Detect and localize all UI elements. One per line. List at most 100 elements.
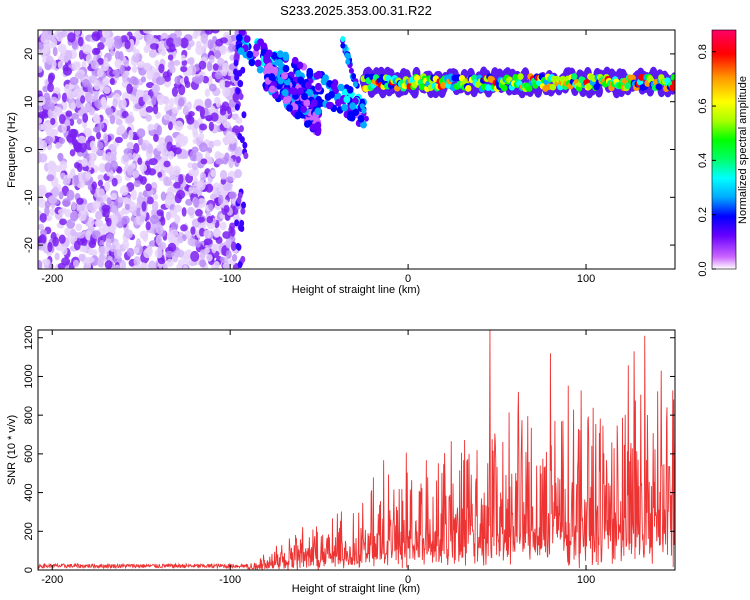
noise-blob [187,162,194,169]
noise-blob [208,121,214,132]
noise-blob [177,97,185,107]
noise-blob [195,45,205,56]
noise-blob [38,65,43,73]
spike-blob [340,35,346,42]
line-core [570,73,578,80]
noise-blob [193,30,200,37]
noise-blob [54,252,60,261]
noise-blob [66,189,75,201]
spike-blob [340,42,346,49]
noise-blob [128,129,134,141]
noise-blob [188,186,194,194]
noise-blob [148,123,155,131]
arc-blob [314,82,322,91]
noise-blob [212,139,222,147]
noise-blob [99,36,106,43]
noise-edge-blob [233,59,239,67]
noise-blob [111,177,118,187]
arc-blob [324,93,332,101]
noise-edge-blob [240,207,246,215]
noise-blob [168,168,174,176]
noise-blob [64,119,71,126]
noise-blob [96,131,101,140]
noise-blob [94,219,100,227]
noise-blob [45,55,54,65]
arc-blob [349,102,357,110]
noise-blob [126,141,134,150]
noise-blob [229,222,236,230]
noise-blob [193,176,198,187]
noise-blob [76,202,85,213]
noise-blob [155,234,162,246]
noise-blob [157,159,166,170]
spike-blob [361,107,367,114]
noise-blob [150,208,158,216]
noise-blob [92,200,101,210]
noise-edge-blob [239,224,245,232]
noise-blob [131,65,138,74]
noise-blob [106,217,112,227]
noise-blob [157,171,163,178]
arc-blob [301,92,308,101]
noise-blob [45,126,54,137]
arc-blob [281,72,289,80]
noise-blob [156,209,164,217]
arc-blob [343,95,351,104]
spectrogram-y-ticks: -20 -10 0 10 20 [23,48,675,253]
arc-blob [341,103,349,112]
noise-blob [180,54,186,61]
noise-blob [41,258,51,266]
noise-blob [223,80,231,88]
noise-blob [103,132,109,144]
noise-blob [63,66,72,76]
noise-blob [117,196,124,204]
noise-blob [208,203,214,211]
noise-blob [196,179,206,191]
noise-blob [197,198,207,208]
noise-blob [140,76,147,83]
noise-edge-blob [234,73,240,81]
noise-blob [203,229,212,239]
noise-blob [62,197,71,208]
noise-blob [64,227,71,236]
noise-blob [93,79,101,91]
noise-blob [49,208,56,216]
noise-blob [70,113,80,120]
noise-blob [38,111,47,119]
noise-blob [85,54,93,64]
noise-edge-blob [238,125,244,133]
noise-blob [115,118,123,126]
arc-blob [297,87,304,96]
y-tick-label: 600 [23,445,35,463]
noise-blob [97,141,104,150]
noise-blob [225,238,232,249]
noise-blob [71,61,80,71]
line-core [440,81,447,89]
noise-blob [203,238,213,245]
noise-blob [205,253,213,262]
noise-blob [132,151,139,162]
arc-blob [268,85,276,94]
noise-blob [95,148,105,157]
noise-blob [138,191,143,203]
noise-blob [228,43,236,52]
arc-blob [330,82,338,91]
noise-blob [78,253,86,262]
arc-blob [310,99,318,107]
arc-blob [360,120,367,129]
noise-blob [194,152,203,162]
noise-blob [178,138,187,147]
colorbar-tick-label: 0.2 [697,207,709,222]
noise-blob [102,77,110,85]
noise-blob [97,57,105,65]
noise-blob [52,236,59,247]
arc-blob [294,69,302,78]
noise-blob [143,248,153,259]
noise-blob [214,96,220,105]
noise-blob [181,207,187,217]
noise-blob [76,236,86,246]
noise-blob [139,163,148,172]
noise-blob [167,242,177,253]
noise-blob [72,259,80,268]
noise-blob [105,152,114,163]
